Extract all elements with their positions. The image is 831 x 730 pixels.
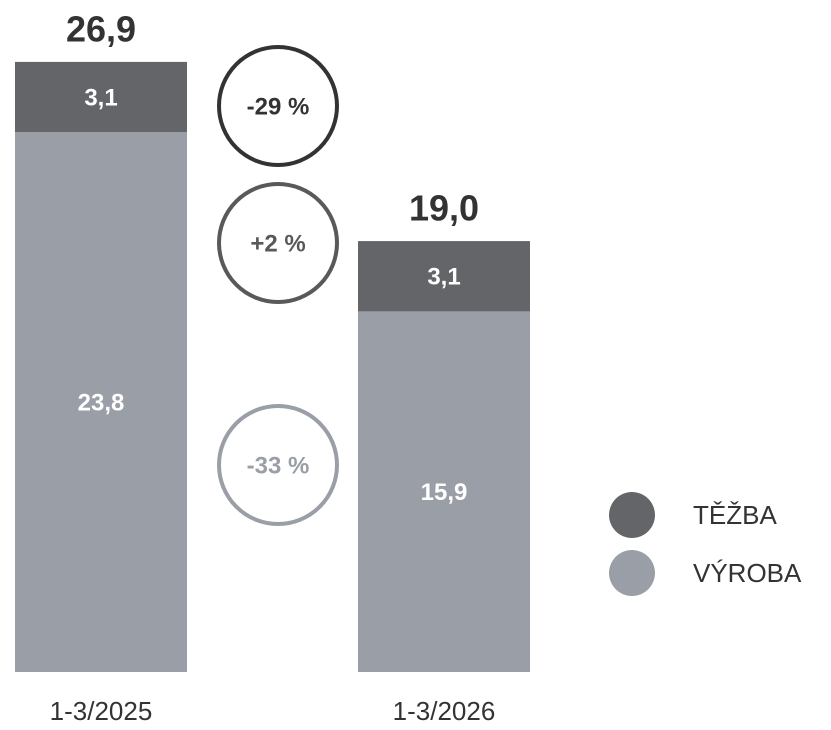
- annotation-text: -33 %: [247, 452, 310, 479]
- bar-segment: [358, 241, 530, 312]
- total-label: 26,9: [66, 8, 136, 49]
- x-tick-label: 1-3/2025: [50, 696, 153, 725]
- value-label: 15,9: [421, 479, 468, 506]
- annotation-text: -29 %: [247, 93, 310, 120]
- annotation-circle: [217, 404, 339, 526]
- bar-segment: [15, 61, 187, 133]
- value-label: 23,8: [78, 389, 125, 416]
- legend-label: VÝROBA: [693, 558, 802, 588]
- annotation-circle: [217, 182, 339, 304]
- annotation-text: +2 %: [250, 230, 305, 257]
- legend-swatch: [609, 550, 655, 596]
- legend-label: TĚŽBA: [693, 500, 777, 530]
- bar-segment: [15, 132, 187, 672]
- value-label: 3,1: [84, 84, 117, 111]
- legend-swatch: [609, 492, 655, 538]
- bar-segment: [358, 311, 530, 672]
- annotation-circle: [217, 45, 339, 167]
- x-tick-label: 1-3/2026: [393, 696, 496, 725]
- total-label: 19,0: [409, 188, 479, 229]
- value-label: 3,1: [427, 264, 460, 291]
